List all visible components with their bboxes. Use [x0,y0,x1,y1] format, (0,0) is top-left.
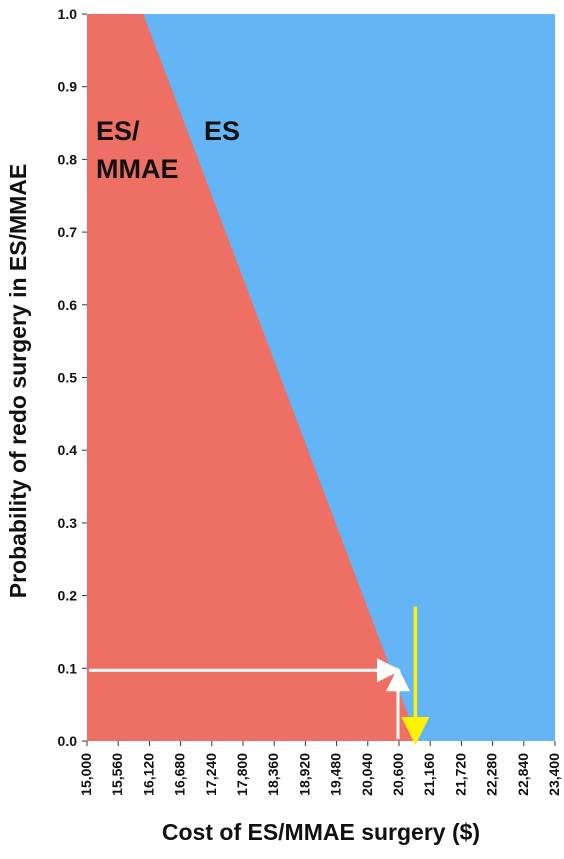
plot-area [87,13,555,742]
x-tick-label: 22,280 [484,753,500,796]
y-tick-label: 0.3 [58,515,78,531]
es-mmae-label-line1: ES/ [96,116,140,146]
x-tick-label: 16,120 [140,753,156,796]
x-axis-title: Cost of ES/MMAE surgery ($) [162,819,480,845]
y-tick-label: 0.4 [58,442,78,458]
y-tick-label: 0.8 [58,151,78,167]
annotations [89,606,430,745]
es-label: ES [204,116,240,146]
x-tick-label: 22,840 [515,753,531,796]
y-tick-label: 0.7 [58,224,78,240]
x-axis-ticks: 15,000 15,560 16,120 16,680 17,240 17,800 18,3… [78,741,562,796]
x-tick-label: 20,040 [359,753,375,796]
threshold-line [142,13,418,742]
region-labels: ES/MMAE ES [96,116,240,184]
x-tick-label: 15,000 [78,753,94,796]
y-tick-label: 0.6 [58,297,78,313]
x-tick-label: 18,360 [265,753,281,796]
x-tick-label: 18,920 [296,753,312,796]
x-tick-label: 17,240 [203,753,219,796]
x-tick-label: 21,160 [421,753,437,796]
y-tick-label: 0.2 [58,588,78,604]
y-axis-title: Probability of redo surgery in ES/MMAE [5,164,31,599]
x-tick-label: 23,400 [546,753,562,796]
y-tick-label: 0.0 [58,733,78,749]
x-tick-label: 21,720 [452,753,468,796]
x-tick-label: 20,600 [390,753,406,796]
x-tick-label: 15,560 [109,753,125,796]
x-tick-label: 17,800 [234,753,250,796]
es-mmae-region [87,14,418,741]
x-tick-label: 19,480 [328,753,344,796]
es-mmae-label-line2: MMAE [96,154,179,184]
y-tick-label: 1.0 [58,6,78,22]
y-tick-label: 0.9 [58,79,78,95]
x-tick-label: 16,680 [172,753,188,796]
y-axis-ticks: 0.0 0.1 0.2 0.3 0.4 0.5 0.6 0.7 0.8 0.9 1.0 [58,6,87,749]
y-tick-label: 0.1 [58,660,78,676]
y-tick-label: 0.5 [58,370,78,386]
